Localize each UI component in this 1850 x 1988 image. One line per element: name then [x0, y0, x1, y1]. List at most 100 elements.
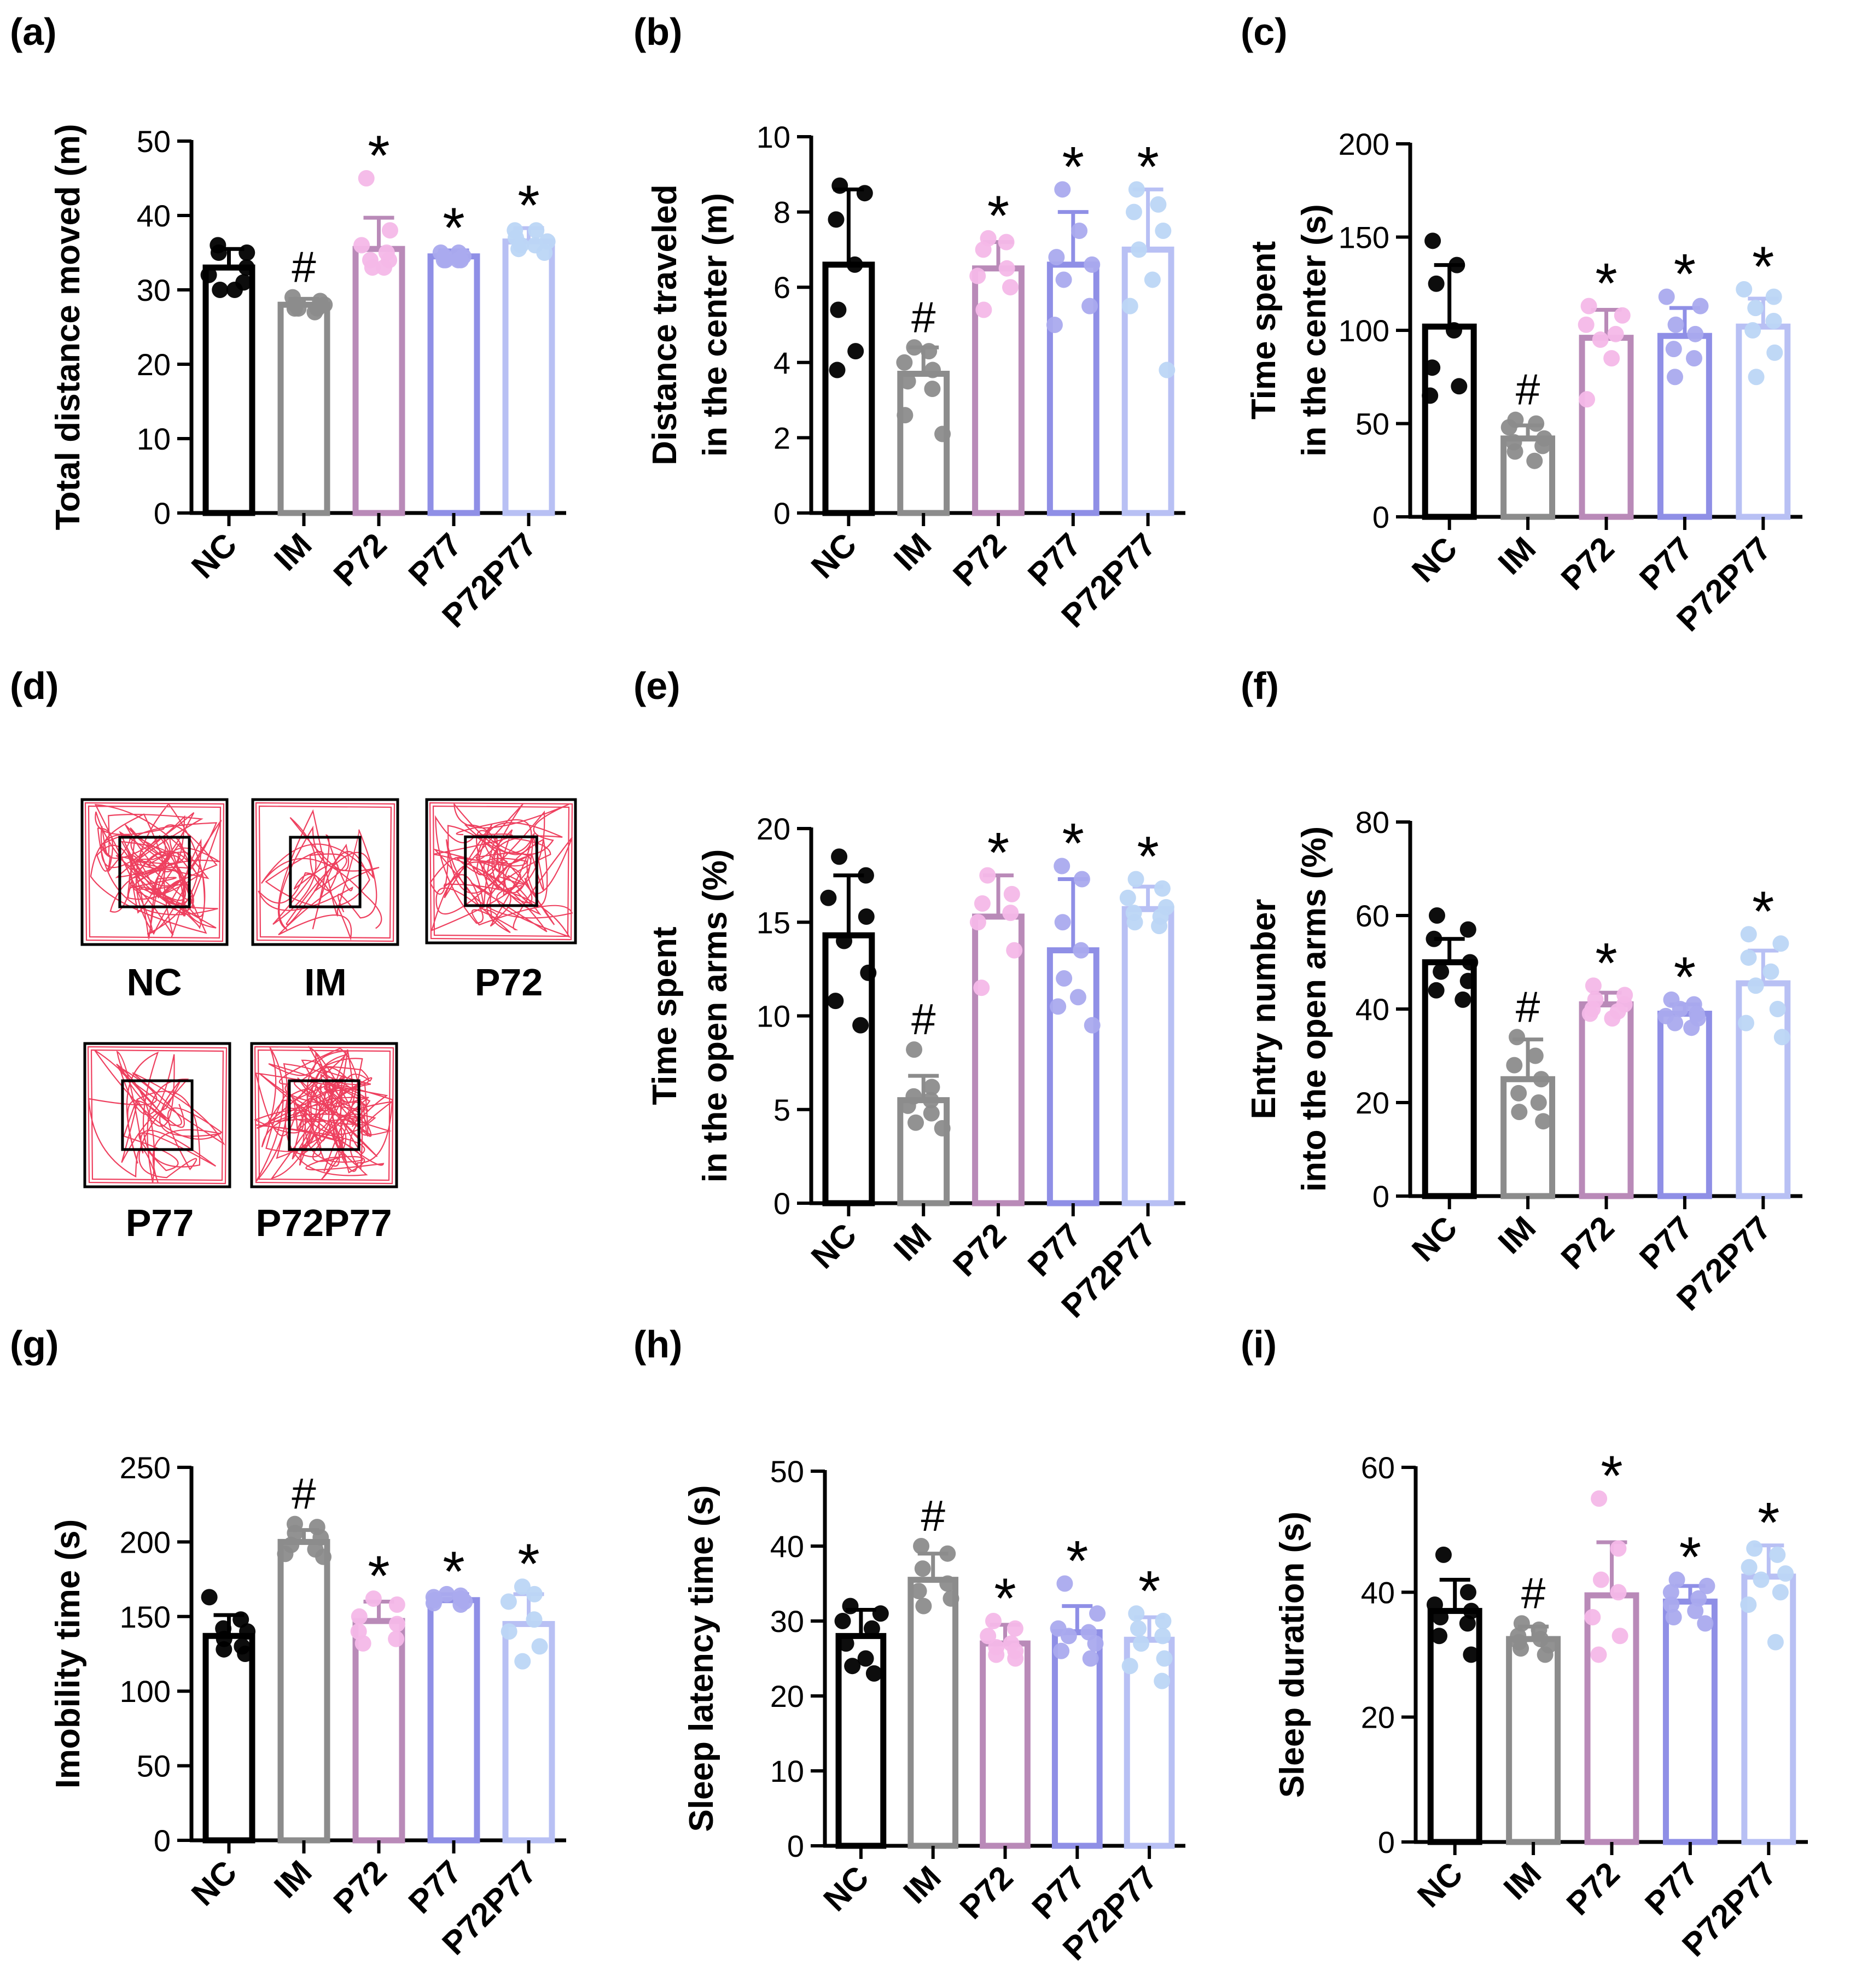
- y-axis-title-line: into the open arms (%): [1295, 826, 1333, 1192]
- data-point: [238, 244, 255, 261]
- y-axis-title-line: Sleep duration (s): [1273, 1512, 1311, 1798]
- y-tick-label: 100: [1339, 313, 1389, 348]
- bar: [1427, 1608, 1482, 1845]
- data-point: [1126, 914, 1143, 931]
- data-point: [1119, 889, 1136, 906]
- data-point: [899, 373, 916, 390]
- y-tick-label: 50: [137, 124, 171, 159]
- data-point: [1697, 1615, 1714, 1632]
- data-point: [828, 211, 845, 228]
- hash-marker: #: [292, 243, 316, 292]
- asterisk-marker: *: [1066, 1530, 1088, 1593]
- y-tick-label: 250: [120, 1450, 171, 1485]
- data-point: [837, 1635, 854, 1652]
- data-point: [1055, 271, 1072, 288]
- y-tick-label: 4: [773, 346, 790, 380]
- data-point: [1002, 905, 1019, 922]
- data-point: [969, 267, 986, 284]
- y-axis-title-line: in the open arms (%): [696, 849, 734, 1183]
- data-point: [1054, 858, 1071, 875]
- data-point: [1151, 918, 1168, 935]
- data-point: [1053, 1642, 1070, 1659]
- data-point: [1513, 1615, 1530, 1632]
- data-point: [969, 914, 986, 931]
- center-zone: [288, 1079, 360, 1151]
- asterisk-marker: *: [443, 1540, 464, 1604]
- data-point: [277, 1546, 294, 1563]
- y-tick-label: 20: [1355, 1086, 1389, 1120]
- panel-letter: (f): [1241, 664, 1279, 707]
- hash-marker: #: [921, 1491, 945, 1540]
- data-point: [1127, 871, 1144, 888]
- data-point: [1590, 1646, 1607, 1663]
- data-point: [1579, 391, 1596, 408]
- data-point: [353, 237, 370, 254]
- hash-marker: #: [1521, 1569, 1546, 1617]
- x-tick-label: IM: [1497, 1855, 1549, 1907]
- data-point: [1050, 998, 1067, 1015]
- data-point: [1663, 1596, 1680, 1613]
- hash-marker: #: [911, 995, 936, 1043]
- data-point: [1614, 307, 1631, 324]
- data-point: [907, 1114, 924, 1131]
- data-point: [1777, 1565, 1794, 1582]
- data-point: [1007, 1620, 1023, 1637]
- data-point: [906, 1041, 923, 1058]
- bar: [980, 1640, 1031, 1849]
- data-point: [1156, 1650, 1173, 1667]
- data-point: [1130, 241, 1147, 258]
- data-point: [1459, 972, 1476, 989]
- data-point: [1685, 350, 1702, 367]
- data-point: [1506, 443, 1523, 460]
- y-axis-title: Total distance moved (m): [49, 124, 87, 530]
- data-point: [1154, 880, 1171, 897]
- data-point: [381, 222, 398, 239]
- x-tick-label: P72: [1554, 1209, 1621, 1276]
- data-point: [1772, 935, 1789, 952]
- data-point: [1455, 991, 1471, 1008]
- data-point: [1607, 325, 1624, 342]
- data-point: [1527, 1047, 1544, 1064]
- bar: [897, 1097, 950, 1206]
- data-point: [1046, 317, 1063, 333]
- x-tick-label: IM: [887, 526, 939, 578]
- data-point: [1740, 949, 1757, 966]
- chart-panel: 0 5 10 15 20 Time spent in the open arms (%) NC…: [646, 812, 1185, 1325]
- y-axis-title: Time spent in the open arms (%): [646, 849, 734, 1183]
- panel-letter: (d): [10, 664, 59, 707]
- data-point: [1766, 344, 1783, 361]
- data-point: [1081, 298, 1098, 314]
- data-point: [852, 1017, 869, 1034]
- y-axis-title-line: Distance traveled: [646, 184, 684, 465]
- bar: [1500, 1076, 1556, 1199]
- data-point: [829, 362, 846, 378]
- data-point: [1459, 921, 1476, 938]
- y-tick-label: 60: [1355, 899, 1389, 933]
- data-point: [1526, 452, 1543, 469]
- y-axis-title: Time spent in the center (s): [1245, 204, 1333, 457]
- x-tick-label: IM: [896, 1859, 948, 1911]
- asterisk-marker: *: [1062, 812, 1084, 876]
- data-point: [1071, 223, 1088, 239]
- data-point: [1698, 1577, 1715, 1594]
- data-point: [216, 1641, 232, 1658]
- data-point: [290, 300, 307, 317]
- asterisk-marker: *: [1601, 1444, 1622, 1508]
- data-point: [836, 932, 853, 949]
- data-point: [1054, 914, 1071, 931]
- data-point: [914, 1560, 931, 1577]
- data-point: [1435, 1546, 1452, 1563]
- data-point: [974, 895, 991, 912]
- track-plot: NC: [80, 798, 229, 1004]
- data-point: [1422, 387, 1439, 404]
- data-point: [1665, 341, 1682, 358]
- asterisk-marker: *: [368, 124, 389, 188]
- data-point: [1511, 1104, 1528, 1121]
- data-point: [924, 362, 941, 378]
- data-point: [1769, 1001, 1786, 1017]
- data-point: [1130, 1620, 1147, 1637]
- movement-trace: [253, 1046, 394, 1185]
- data-point: [831, 848, 848, 865]
- data-point: [1424, 232, 1441, 249]
- bar: [1579, 1001, 1634, 1199]
